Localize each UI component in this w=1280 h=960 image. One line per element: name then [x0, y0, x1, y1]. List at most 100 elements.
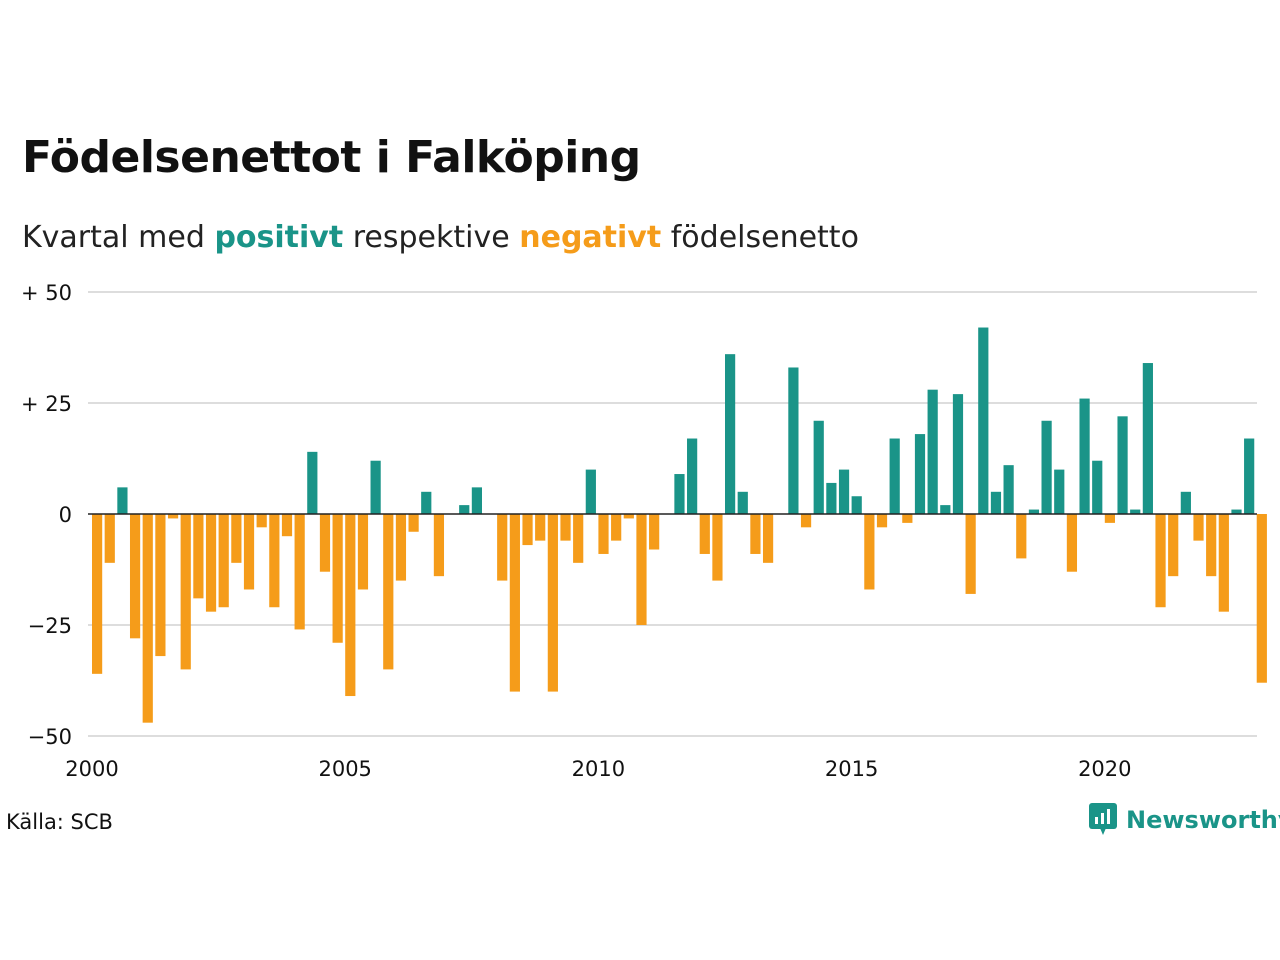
bar [471, 487, 482, 514]
bar [281, 514, 293, 537]
bar [1041, 420, 1052, 514]
bar [1130, 509, 1141, 514]
bar [611, 514, 622, 541]
bar [1168, 514, 1179, 577]
y-tick-label: + 50 [21, 281, 72, 305]
bar [129, 514, 141, 639]
chart-subtitle: Kvartal med positivt respektive negativt… [22, 220, 859, 255]
bar [1117, 416, 1128, 514]
bar [433, 514, 445, 577]
y-tick-label: + 25 [21, 392, 72, 416]
bar [750, 514, 761, 554]
bar [1079, 398, 1090, 514]
bar [813, 420, 824, 514]
bar [649, 514, 660, 550]
bar [636, 514, 647, 625]
x-tick-label: 2000 [65, 757, 118, 781]
brand-name: Newsworthy [1126, 806, 1280, 834]
bar [762, 514, 774, 563]
bar [687, 438, 698, 514]
bar [1104, 514, 1115, 523]
chart-title: Födelsenettot i Falköping [22, 132, 641, 183]
bar [914, 434, 926, 514]
subtitle-middle: respektive [352, 220, 510, 255]
bar [598, 514, 609, 554]
subtitle-negative-word: negativt [519, 220, 662, 255]
x-tick-label: 2010 [572, 757, 625, 781]
bar [1193, 514, 1204, 541]
bar [294, 514, 305, 630]
bar [623, 514, 634, 519]
bar [573, 514, 584, 563]
bar [876, 514, 888, 528]
bar [117, 487, 128, 514]
bar [560, 514, 571, 541]
subtitle-prefix: Kvartal med [22, 220, 205, 255]
bar [395, 514, 407, 581]
y-tick-label: 0 [59, 503, 72, 527]
y-tick-label: −25 [28, 614, 72, 638]
bar [725, 354, 736, 514]
bar [889, 438, 900, 514]
bar [104, 514, 115, 563]
bar [990, 491, 1002, 514]
bar [155, 514, 166, 657]
bar [699, 514, 710, 554]
bar [269, 514, 280, 608]
bar [978, 327, 989, 514]
bar [965, 514, 976, 594]
bar [535, 514, 546, 541]
bar [332, 514, 343, 643]
bar [383, 514, 394, 670]
bar [927, 389, 938, 514]
bar [1142, 363, 1153, 514]
bar [851, 496, 862, 514]
bar [1054, 469, 1065, 514]
bar [345, 514, 356, 697]
bar [193, 514, 204, 599]
y-tick-label: −50 [28, 725, 72, 749]
bar [408, 514, 419, 532]
bar [1218, 514, 1229, 612]
bar [674, 474, 685, 514]
bar [788, 367, 799, 514]
bar [952, 394, 964, 514]
bar [497, 514, 508, 581]
bar [864, 514, 875, 590]
bar [180, 514, 191, 670]
bar [1244, 438, 1255, 514]
bar [1092, 460, 1103, 514]
bar [231, 514, 242, 563]
x-tick-label: 2015 [825, 757, 878, 781]
bar [218, 514, 229, 608]
bar [243, 514, 255, 590]
x-tick-label: 2020 [1078, 757, 1131, 781]
bar [421, 491, 432, 514]
bar [1003, 465, 1014, 514]
source-note: Källa: SCB [6, 810, 113, 834]
bar [737, 491, 748, 514]
x-tick-label: 2005 [318, 757, 371, 781]
newsworthy-logo-icon [1089, 803, 1117, 835]
bar [902, 514, 913, 523]
bar [838, 469, 850, 514]
bar [142, 514, 153, 723]
bar [319, 514, 331, 572]
bar [522, 514, 533, 546]
bar-chart: + 50 + 25 0 −25 −50 2000 2005 2010 2015 2020 [21, 281, 1267, 781]
bar [1256, 514, 1267, 683]
bar [357, 514, 369, 590]
bar [826, 482, 837, 514]
bar [1016, 514, 1027, 559]
bar [307, 451, 318, 514]
bar [1180, 491, 1191, 514]
bar [1066, 514, 1078, 572]
bar [1155, 514, 1166, 608]
bar [940, 505, 951, 514]
bar [1231, 509, 1242, 514]
bar [547, 514, 558, 692]
subtitle-suffix: födelsenetto [670, 220, 859, 255]
bar [800, 514, 812, 528]
bar [459, 505, 470, 514]
bar [370, 460, 381, 514]
